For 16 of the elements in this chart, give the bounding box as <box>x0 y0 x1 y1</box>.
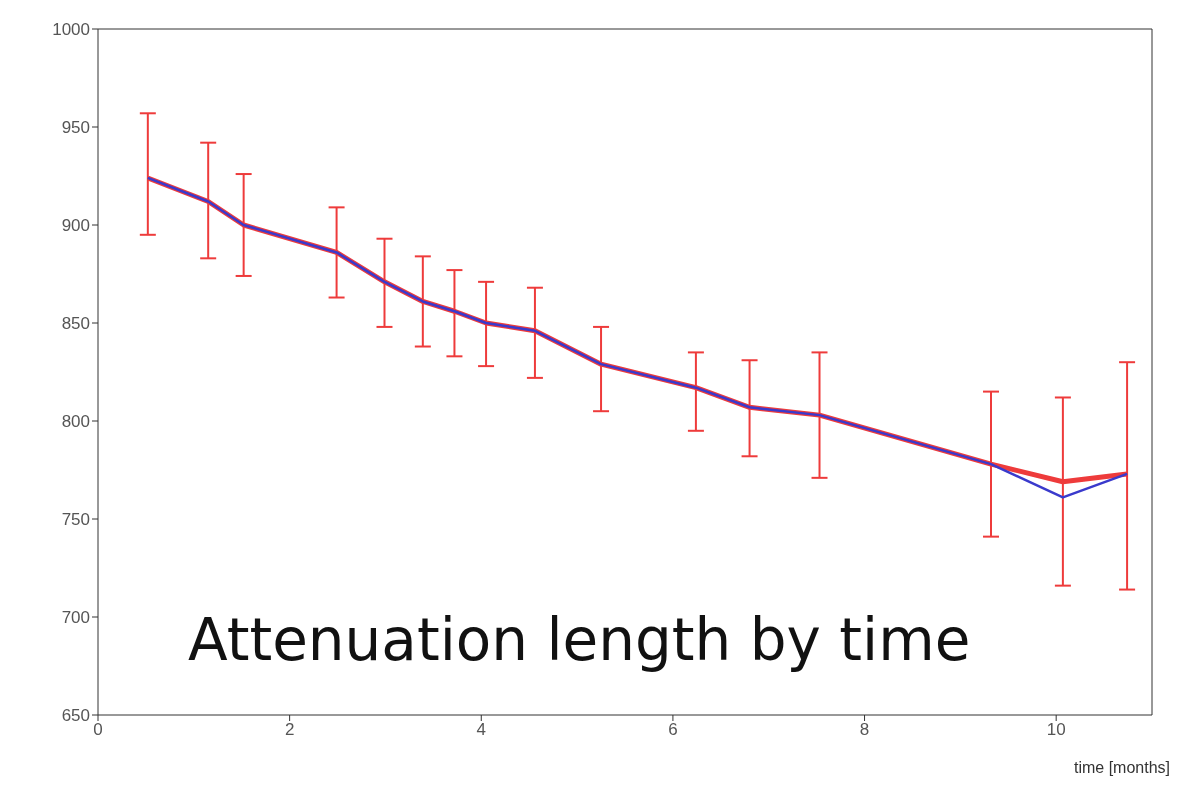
y-tick-label: 700 <box>61 608 90 628</box>
x-tick-label: 0 <box>93 720 103 740</box>
x-axis-title: time [months] <box>1073 759 1170 776</box>
y-tick-label: 800 <box>61 412 90 432</box>
y-tick-label: 900 <box>61 216 90 236</box>
y-tick-label: 750 <box>61 510 90 530</box>
annotation: Attenuation length by time <box>188 606 971 674</box>
x-tick-label: 4 <box>476 720 487 740</box>
y-tick-label: 850 <box>61 314 90 334</box>
x-tick-label: 2 <box>284 720 295 740</box>
y-tick-label: 950 <box>61 118 90 138</box>
x-tick-label: 8 <box>859 720 870 740</box>
y-tick-label: 1000 <box>52 20 90 40</box>
x-tick-label: 6 <box>668 720 678 740</box>
x-tick-label: 10 <box>1046 720 1066 740</box>
y-tick-label: 650 <box>61 706 90 726</box>
